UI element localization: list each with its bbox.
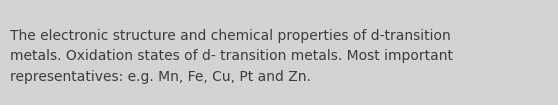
- Text: The electronic structure and chemical properties of d-transition
metals. Oxidati: The electronic structure and chemical pr…: [10, 29, 453, 83]
